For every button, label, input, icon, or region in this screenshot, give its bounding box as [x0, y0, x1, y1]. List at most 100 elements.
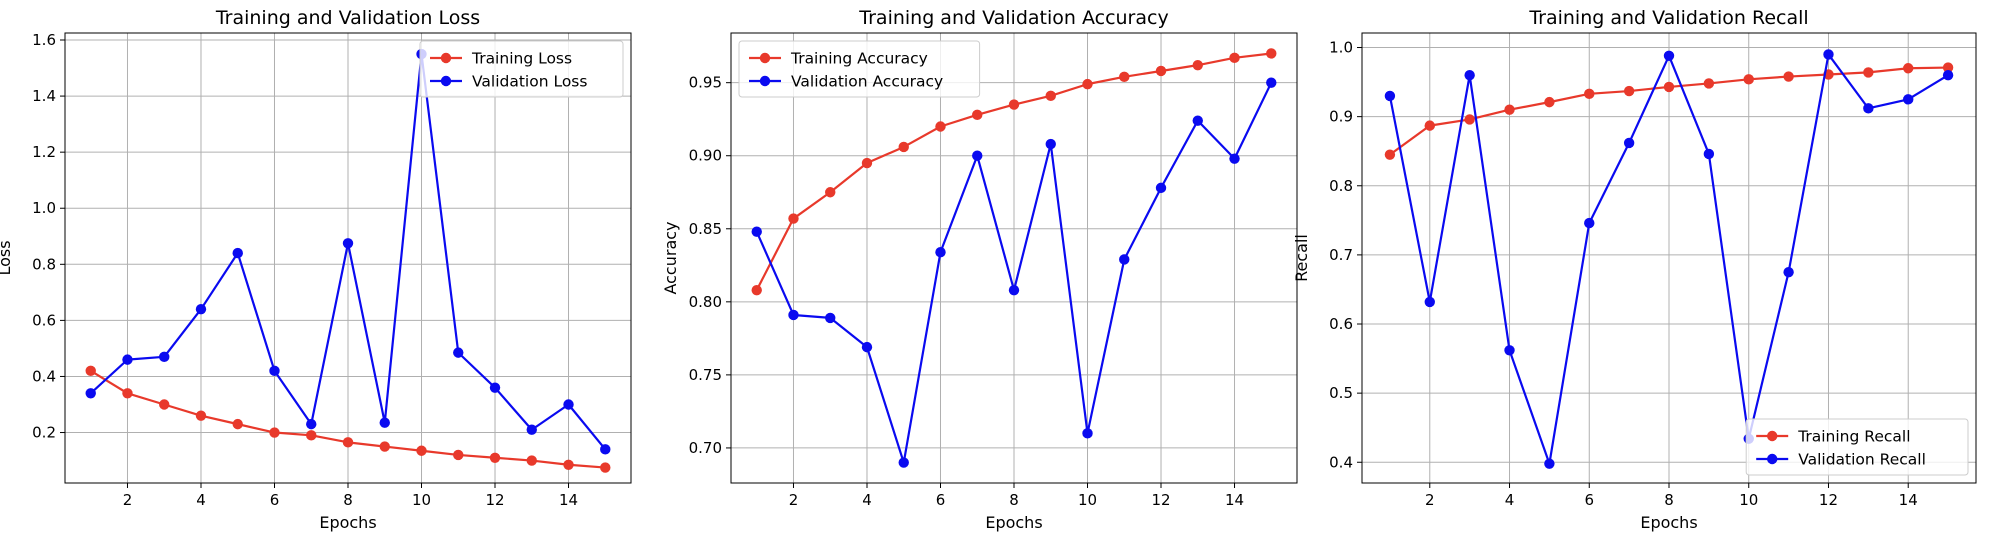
data-point-training [972, 109, 983, 121]
data-point-validation [1504, 345, 1515, 356]
data-point-training [1229, 52, 1240, 64]
x-axis-label: Epochs [319, 513, 376, 532]
data-point-validation [788, 309, 799, 321]
y-tick-label: 1.0 [32, 199, 56, 217]
data-point-training [600, 462, 611, 473]
legend-label: Validation Recall [1798, 451, 1926, 469]
chart-title: Training and Validation Recall [1528, 7, 1808, 29]
data-point-training [1008, 99, 1020, 110]
data-point-training [1192, 59, 1203, 71]
y-tick-label: 0.4 [1329, 453, 1353, 471]
data-point-validation [453, 347, 464, 358]
data-point-training [563, 459, 574, 470]
data-point-validation [1942, 69, 1954, 81]
data-point-training [1464, 114, 1475, 125]
data-point-validation [1192, 115, 1203, 126]
data-point-training [453, 449, 464, 461]
y-tick-label: 0.4 [32, 367, 56, 385]
data-point-validation [1266, 77, 1277, 88]
data-point-training [1119, 71, 1130, 83]
data-point-validation [825, 312, 836, 324]
data-point-validation [1082, 428, 1093, 439]
chart-title: Training and Validation Loss [215, 7, 480, 29]
data-point-validation [195, 303, 207, 315]
x-tick-label: 12 [1151, 491, 1170, 509]
data-point-training [1584, 88, 1595, 100]
data-point-validation [972, 150, 983, 161]
y-tick-label: 0.9 [1329, 108, 1353, 126]
data-point-validation [935, 246, 946, 258]
data-point-training [1424, 120, 1435, 131]
data-point-training [1045, 90, 1056, 102]
data-point-validation [1623, 137, 1635, 149]
x-tick-label: 10 [1078, 491, 1097, 509]
data-point-training [232, 418, 243, 430]
data-point-training [526, 455, 537, 466]
y-tick-label: 0.5 [1329, 384, 1353, 402]
legend-marker-swatch [1767, 430, 1778, 442]
data-point-validation [861, 341, 873, 353]
y-tick-label: 0.95 [689, 74, 722, 92]
y-tick-label: 0.70 [689, 439, 722, 457]
legend: Training Recall Validation Recall [1745, 418, 1969, 476]
y-tick-label: 0.2 [32, 424, 56, 442]
data-point-validation [1424, 296, 1435, 308]
data-point-validation [751, 226, 762, 237]
y-tick-label: 0.6 [32, 311, 56, 329]
legend-marker-swatch [759, 75, 771, 87]
data-point-training [1863, 67, 1874, 78]
data-point-validation [269, 365, 280, 377]
x-tick-label: 6 [936, 491, 946, 509]
chart-recall: 2 4 6 8 10 12 14 0.4 0.5 0.6 0.7 0.8 0.9 1.0 Training … [1292, 7, 1977, 532]
data-point-validation [122, 354, 133, 365]
x-tick-label: 2 [123, 491, 133, 509]
data-point-validation [379, 417, 390, 428]
data-point-training [935, 121, 946, 132]
x-tick-label: 2 [789, 491, 799, 509]
data-point-validation [1823, 49, 1834, 60]
data-point-training [379, 441, 390, 452]
data-point-training [1743, 74, 1754, 85]
data-point-validation [600, 444, 611, 455]
chart-loss: 2 4 6 8 10 12 14 0.2 0.4 0.6 0.8 1.0 1.2 1.4 1.6 Traini… [0, 7, 632, 532]
data-point-training [825, 187, 836, 198]
y-tick-label: 0.6 [1329, 315, 1353, 333]
data-point-training [898, 141, 909, 153]
legend: Training Loss Validation Loss [419, 40, 624, 98]
y-tick-label: 0.90 [689, 147, 722, 165]
y-tick-label: 0.8 [32, 255, 56, 273]
y-tick-label: 1.4 [32, 87, 56, 105]
legend-label: Training Accuracy [790, 50, 928, 68]
x-axis-label: Epochs [1640, 513, 1697, 532]
legend-marker-swatch [440, 75, 452, 87]
data-point-training [1903, 63, 1914, 74]
chart-accuracy: 2 4 6 8 10 12 14 0.70 0.75 0.80 0.85 0.90 0.95 Traini… [661, 7, 1298, 532]
data-point-training [489, 452, 501, 463]
x-tick-label: 10 [1739, 491, 1758, 509]
y-axis-label: Loss [0, 240, 14, 275]
data-point-validation [1663, 50, 1675, 62]
data-point-training [122, 388, 133, 399]
x-tick-label: 14 [1899, 491, 1918, 509]
x-tick-label: 2 [1425, 491, 1435, 509]
data-point-training [788, 213, 799, 224]
data-point-training [751, 284, 762, 296]
y-tick-label: 1.0 [1329, 39, 1353, 57]
y-tick-label: 0.80 [689, 293, 722, 311]
x-tick-label: 8 [1664, 491, 1674, 509]
data-point-validation [1384, 90, 1396, 102]
x-tick-label: 6 [1584, 491, 1594, 509]
x-tick-label: 12 [1819, 491, 1838, 509]
x-tick-label: 14 [1225, 491, 1244, 509]
legend-label: Validation Accuracy [791, 73, 943, 91]
data-point-validation [1903, 94, 1914, 105]
y-tick-label: 0.7 [1329, 246, 1353, 264]
data-point-validation [306, 418, 317, 430]
x-tick-label: 10 [412, 491, 431, 509]
data-point-training [1783, 71, 1794, 82]
data-point-training [1082, 78, 1093, 90]
data-point-validation [1008, 284, 1020, 296]
legend: Training Accuracy Validation Accuracy [738, 40, 981, 98]
y-tick-label: 0.8 [1329, 177, 1353, 195]
